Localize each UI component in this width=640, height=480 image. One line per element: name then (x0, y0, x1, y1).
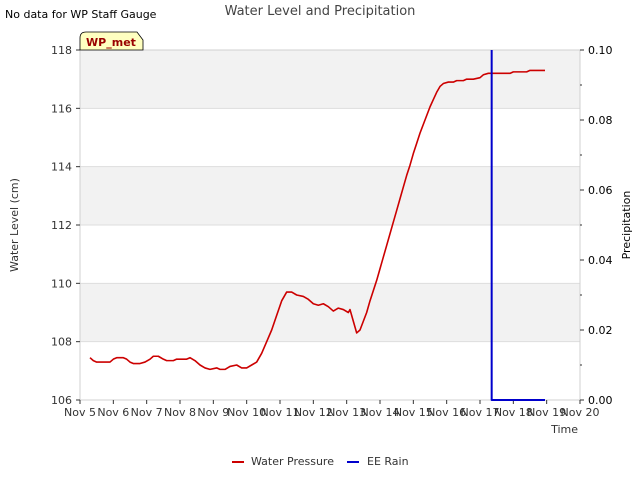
legend-label-water-pressure: Water Pressure (251, 455, 334, 468)
left-axis: 106 108 110 112 114 116 118 (51, 44, 80, 407)
y-right-tick-label: 0.00 (588, 394, 613, 407)
y-left-tick-label: 110 (51, 277, 72, 290)
y-right-tick-label: 0.02 (588, 324, 613, 337)
page-note: No data for WP Staff Gauge (5, 8, 157, 21)
x-tick-label: Nov 20 (561, 406, 600, 419)
y-right-tick-label: 0.06 (588, 184, 613, 197)
y-right-tick-label: 0.08 (588, 114, 613, 127)
x-tick-label: Nov 16 (427, 406, 466, 419)
background-band (80, 166, 580, 225)
y-right-label: Precipitation (620, 191, 633, 260)
legend: Water Pressure EE Rain (232, 455, 409, 468)
chart-title: Water Level and Precipitation (225, 4, 416, 19)
x-tick-label: Nov 10 (227, 406, 266, 419)
x-tick-label: Nov 11 (261, 406, 300, 419)
x-tick-label: Nov 15 (394, 406, 433, 419)
right-axis: 0.00 0.02 0.04 0.06 0.08 0.10 (580, 44, 613, 407)
x-tick-label: Nov 12 (294, 406, 333, 419)
x-tick-label: Nov 14 (361, 406, 400, 419)
x-tick-label: Nov 8 (164, 406, 196, 419)
legend-label-ee-rain: EE Rain (367, 455, 409, 468)
x-tick-label: Nov 7 (131, 406, 163, 419)
y-left-tick-label: 118 (51, 44, 72, 57)
x-tick-label: Nov 6 (97, 406, 129, 419)
x-axis-label: Time (550, 423, 578, 436)
background-bands (80, 50, 580, 342)
y-left-tick-label: 114 (51, 161, 72, 174)
series-layer (89, 50, 545, 401)
x-tick-label: Nov 5 (64, 406, 96, 419)
y-right-tick-label: 0.10 (588, 44, 613, 57)
badge: WP_met (79, 31, 144, 51)
x-tick-label: Nov 19 (527, 406, 566, 419)
x-tick-label: Nov 17 (461, 406, 500, 419)
badge-label: WP_met (86, 36, 136, 49)
x-tick-label: Nov 18 (494, 406, 533, 419)
y-left-tick-label: 116 (51, 102, 72, 115)
background-band (80, 283, 580, 342)
y-left-tick-label: 106 (51, 394, 72, 407)
x-tick-label: Nov 13 (327, 406, 366, 419)
y-left-tick-label: 108 (51, 336, 72, 349)
y-right-tick-label: 0.04 (588, 254, 613, 267)
series-water-pressure (89, 69, 545, 371)
background-band (80, 50, 580, 109)
x-tick-label: Nov 9 (197, 406, 229, 419)
badge-shape (79, 31, 144, 51)
y-left-label: Water Level (cm) (8, 178, 21, 272)
series-ee-rain (490, 50, 545, 401)
y-left-tick-label: 112 (51, 219, 72, 232)
